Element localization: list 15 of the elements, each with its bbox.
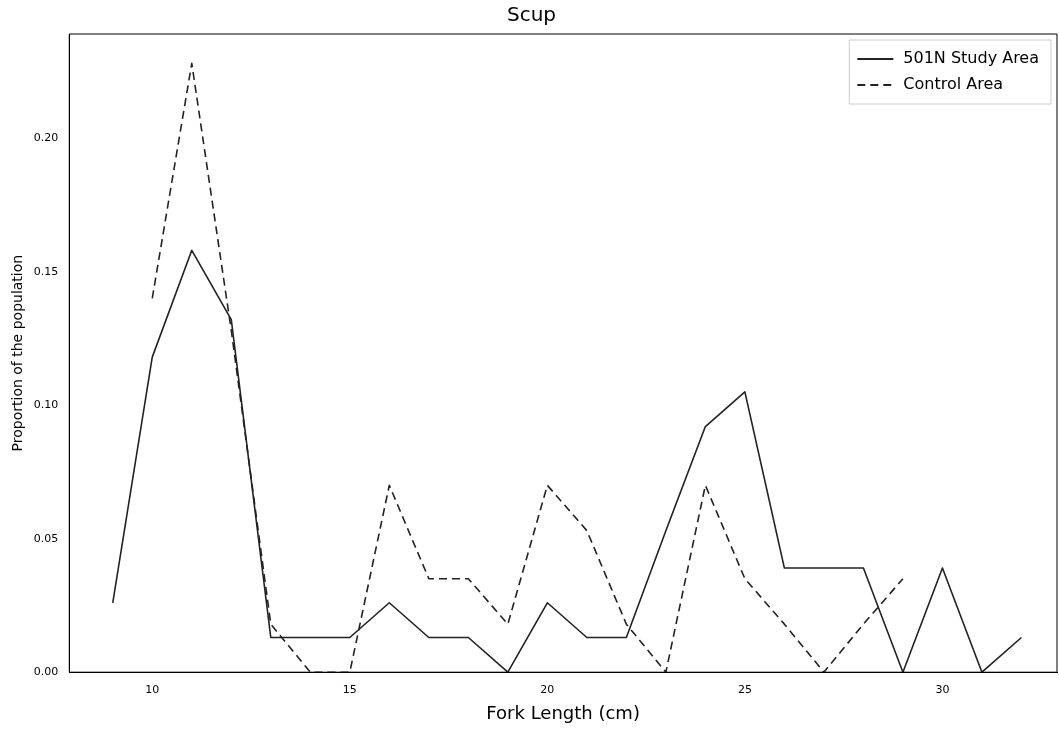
y-tick-label: 0.05 <box>33 531 59 545</box>
y-tick-label: 0.20 <box>33 131 59 144</box>
legend-label: Control Area <box>903 74 1004 94</box>
legend-label: 501N Study Area <box>903 48 1040 68</box>
y-axis-title: Proportion of the population <box>9 254 26 452</box>
y-tick-label: 0.15 <box>33 264 59 278</box>
x-tick-label: 10 <box>145 682 160 696</box>
y-tick-label: 0.00 <box>33 665 59 679</box>
x-tick-label: 30 <box>935 682 950 696</box>
x-tick-label: 15 <box>342 682 357 696</box>
chart-title: Scup <box>506 2 557 27</box>
y-tick-label: 0.10 <box>33 398 59 412</box>
x-tick-label: 20 <box>540 682 555 696</box>
x-tick-label: 25 <box>737 682 752 696</box>
x-axis-title: Fork Length (cm) <box>486 701 640 723</box>
